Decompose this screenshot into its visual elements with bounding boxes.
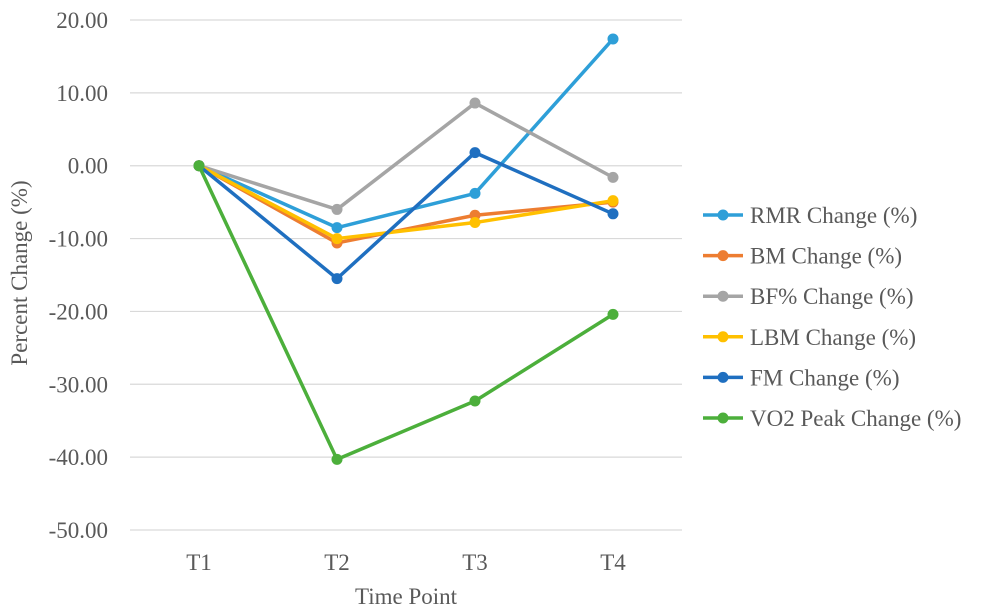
data-point xyxy=(469,217,481,229)
data-point xyxy=(607,195,619,207)
x-tick-label: T2 xyxy=(324,550,350,575)
legend-item: FM Change (%) xyxy=(703,365,899,390)
y-tick-label: 0.00 xyxy=(68,154,108,179)
data-point xyxy=(331,203,343,215)
series-lines xyxy=(193,33,619,465)
legend-item: VO2 Peak Change (%) xyxy=(703,406,961,431)
x-tick-label: T1 xyxy=(186,550,212,575)
series-line xyxy=(198,101,614,212)
legend-label: VO2 Peak Change (%) xyxy=(750,406,961,431)
legend-item: LBM Change (%) xyxy=(703,325,916,350)
y-axis-ticks: 20.00 10.00 0.00 -10.00 -20.00 -30.00 -40.00 -5… xyxy=(49,8,108,543)
legend-marker xyxy=(717,209,729,221)
x-axis-ticks: T1 T2 T3 T4 xyxy=(186,550,626,575)
legend-item: RMR Change (%) xyxy=(703,203,917,228)
y-tick-label: -10.00 xyxy=(49,227,108,252)
y-tick-label: 20.00 xyxy=(56,8,108,33)
series xyxy=(193,160,619,465)
data-point xyxy=(607,308,619,320)
data-point xyxy=(331,233,343,245)
legend-marker xyxy=(717,412,729,424)
legend-item: BM Change (%) xyxy=(703,244,902,269)
legend: RMR Change (%) BM Change (%) BF% Change (%… xyxy=(703,203,961,431)
gridlines xyxy=(130,19,682,531)
legend-marker xyxy=(717,290,729,302)
data-point xyxy=(607,208,619,220)
data-point xyxy=(469,147,481,159)
series xyxy=(193,160,619,249)
series xyxy=(193,160,619,245)
y-tick-label: -30.00 xyxy=(49,372,108,397)
data-point xyxy=(607,33,619,45)
data-point xyxy=(331,222,343,234)
legend-marker xyxy=(717,331,729,343)
series-line xyxy=(198,164,614,241)
legend-label: BM Change (%) xyxy=(750,244,902,269)
series xyxy=(193,147,619,285)
data-point xyxy=(193,160,205,172)
y-tick-label: -20.00 xyxy=(49,299,108,324)
data-point xyxy=(469,395,481,407)
legend-marker xyxy=(717,250,729,262)
data-point xyxy=(331,273,343,285)
x-tick-label: T4 xyxy=(600,550,626,575)
x-tick-label: T3 xyxy=(462,550,488,575)
series-line xyxy=(198,37,615,230)
data-point xyxy=(607,171,619,183)
data-point xyxy=(469,187,481,199)
y-tick-label: 10.00 xyxy=(56,81,108,106)
x-axis-title: Time Point xyxy=(355,584,458,608)
data-point xyxy=(331,453,343,465)
legend-label: FM Change (%) xyxy=(750,365,899,390)
legend-marker xyxy=(717,371,729,383)
y-axis-title: Percent Change (%) xyxy=(7,180,32,365)
data-point xyxy=(469,97,481,109)
series-line xyxy=(197,164,614,462)
y-tick-label: -40.00 xyxy=(49,445,108,470)
legend-item: BF% Change (%) xyxy=(703,284,914,309)
legend-label: RMR Change (%) xyxy=(750,203,917,228)
series-line xyxy=(197,150,614,281)
legend-label: BF% Change (%) xyxy=(750,284,914,309)
legend-label: LBM Change (%) xyxy=(750,325,916,350)
y-tick-label: -50.00 xyxy=(49,518,108,543)
series xyxy=(193,33,619,234)
